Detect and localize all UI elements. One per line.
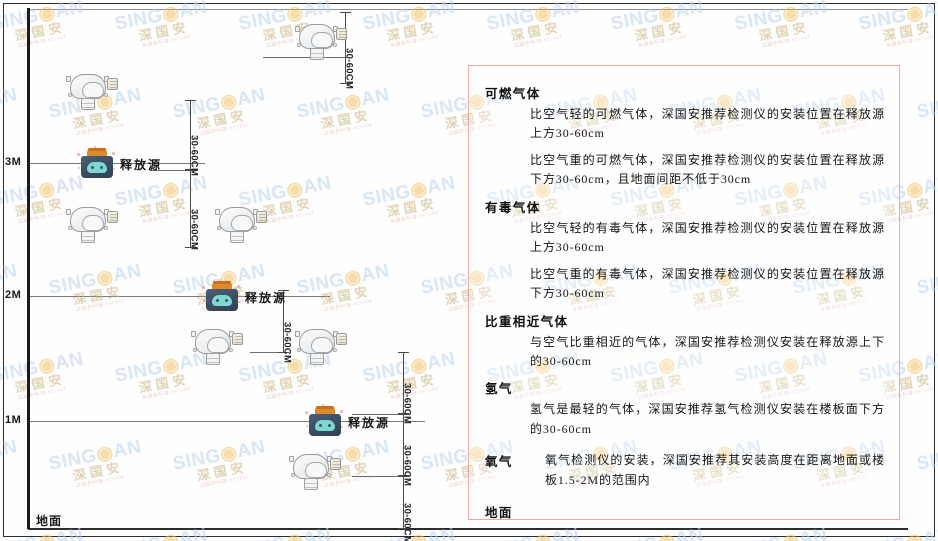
release-source-icon (77, 146, 115, 178)
panel-section-title: 地面 (485, 506, 513, 520)
gas-detector-icon (215, 205, 267, 245)
level-line-1m (30, 421, 425, 422)
panel-section-title: 氢气 (485, 382, 513, 397)
panel-section-paragraph: 比空气重的可燃气体，深国安推荐检测仪的安装位置在释放源下方30-60cm，且地面… (530, 152, 885, 187)
release-source-icon (202, 279, 240, 311)
level-label-3m: 3M (5, 156, 22, 168)
dimension-leader-line (250, 352, 285, 353)
dimension-leader-line (263, 57, 347, 58)
panel-section: 比重相近气体与空气比重相近的气体，深国安推荐检测仪安装在释放源上下的30-60c… (485, 311, 885, 372)
outer-frame (3, 3, 935, 537)
panel-section-title: 有毒气体 (485, 200, 541, 215)
release-source-label: 释放源 (348, 416, 391, 430)
ground-label: 地面 (36, 514, 63, 528)
panel-section-paragraph: 比空气轻的可燃气体，深国安推荐检测仪的安装位置在释放源上方30-60cm (530, 107, 885, 141)
dimension-line: 30-60CM (185, 100, 200, 176)
panel-section-title: 氧气 (485, 455, 513, 470)
panel-section: 有毒气体比空气轻的有毒气体，深国安推荐检测仪的安装位置在释放源上方30-60cm… (485, 197, 885, 304)
dimension-label: 30-60CM (281, 321, 293, 363)
panel-section: 氧气 氧气检测仪的安装，深国安推荐其安装高度在距离地面或楼板1.5-2M的范围内 (485, 446, 885, 497)
dimension-line: 30-60CM (398, 476, 413, 541)
panel-section-paragraph: 比空气重的有毒气体，深国安推荐检测仪的安装位置在释放源下方30-60cm (530, 266, 885, 301)
panel-section-paragraph: 氢气是最轻的气体，深国安推荐氢气检测仪安装在楼板面下方的30-60cm (530, 402, 885, 436)
ceiling-line (28, 9, 908, 10)
gas-detector-icon (295, 327, 347, 367)
dimension-line: 30-60CM (398, 352, 413, 424)
dimension-line: 30-60CM (398, 414, 413, 486)
dimension-leader-line (352, 414, 404, 415)
panel-section: 地面检测仪地面间距，深国安推荐在30-60cm，且不得小于30cm，因为过低容易… (485, 502, 885, 520)
gas-detector-icon (295, 22, 347, 62)
dimension-line: 30-60CM (340, 12, 355, 89)
dimension-line: 30-60CM (185, 170, 200, 250)
level-line-3m (30, 163, 205, 164)
panel-section-title: 比重相近气体 (485, 314, 569, 329)
release-source-icon (305, 404, 343, 436)
level-line-2m (30, 296, 330, 297)
panel-section-paragraph: 氧气检测仪的安装，深国安推荐其安装高度在距离地面或楼板1.5-2M的范围内 (545, 453, 885, 487)
release-source-label: 释放源 (245, 291, 288, 305)
floor-line (28, 528, 908, 530)
gas-detector-icon (66, 205, 118, 245)
panel-section: 氢气氢气是最轻的气体，深国安推荐氢气检测仪安装在楼板面下方的30-60cm (485, 378, 885, 439)
level-label-2m: 2M (5, 289, 22, 301)
gas-detector-icon (191, 327, 243, 367)
dimension-line: 30-60CM (278, 290, 293, 363)
gas-detector-icon (66, 72, 118, 112)
dimension-label: 30-60CM (188, 209, 200, 251)
gas-detector-installation-panel: 可燃气体比空气轻的可燃气体，深国安推荐检测仪的安装位置在释放源上方30-60cm… (468, 65, 900, 520)
dimension-leader-line (150, 170, 192, 171)
release-source-label: 释放源 (120, 158, 163, 172)
dimension-leader-line (352, 476, 404, 477)
panel-section-title: 可燃气体 (485, 87, 541, 101)
panel-section-paragraph: 比空气轻的有毒气体，深国安推荐检测仪的安装位置在释放源上方30-60cm (530, 220, 885, 255)
wall-axis (27, 8, 30, 529)
panel-section-paragraph: 与空气比重相近的气体，深国安推荐检测仪安装在释放源上下的30-60cm (530, 334, 885, 368)
gas-detector-icon (289, 452, 341, 492)
panel-section: 可燃气体比空气轻的可燃气体，深国安推荐检测仪的安装位置在释放源上方30-60cm… (485, 83, 885, 190)
dimension-label: 30-60CM (401, 502, 413, 541)
level-label-1m: 1M (5, 414, 22, 426)
